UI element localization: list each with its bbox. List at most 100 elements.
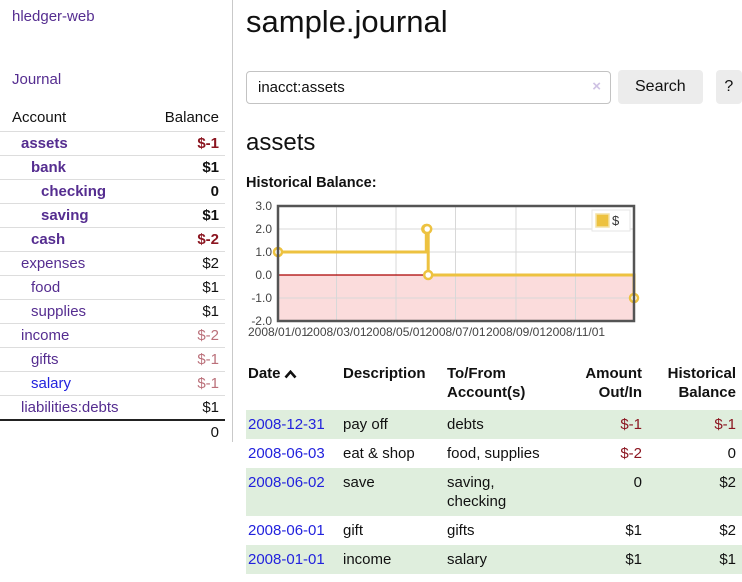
transaction-accounts: debts xyxy=(447,416,484,433)
transaction-amount: $1 xyxy=(625,551,642,568)
transaction-date-link[interactable]: 2008-06-02 xyxy=(248,474,325,491)
transaction-description: gift xyxy=(343,522,364,539)
transaction-description: income xyxy=(343,551,392,568)
search-input[interactable] xyxy=(246,70,611,104)
transaction-date-cell: 2008-06-01 xyxy=(246,516,343,545)
x-axis-label: 2008/01/01 xyxy=(248,325,308,339)
account-link[interactable]: salary xyxy=(31,375,72,392)
transaction-balance: $2 xyxy=(719,522,736,539)
account-row: food $1 xyxy=(0,275,225,300)
account-link[interactable]: bank xyxy=(31,159,67,176)
account-name-cell: salary xyxy=(0,371,140,396)
transaction-amount: $1 xyxy=(625,522,642,539)
register-row: 2008-06-03 eat & shop food, supplies $-2 0 xyxy=(246,439,742,468)
account-link[interactable]: assets xyxy=(21,135,68,152)
account-section-title: assets xyxy=(246,129,316,156)
account-balance: $-1 xyxy=(139,347,225,372)
account-name-cell: liabilities:debts xyxy=(0,395,140,420)
y-axis-label: 2.0 xyxy=(255,222,272,236)
clear-search-icon[interactable]: × xyxy=(592,77,601,95)
y-axis-label: -2.0 xyxy=(251,314,272,328)
x-axis-label: 2008/09/01 xyxy=(486,325,546,339)
transaction-date-cell: 2008-06-02 xyxy=(246,468,343,516)
account-balance: $1 xyxy=(139,395,225,420)
account-link[interactable]: food xyxy=(31,279,61,296)
account-name-cell: checking xyxy=(0,179,140,204)
register-header-date[interactable]: Date xyxy=(246,362,343,410)
register-table: Date Description To/From Account(s) Amou… xyxy=(246,362,742,574)
account-name-cell: gifts xyxy=(0,347,140,372)
main-content: sample.journal × Search ? assets Histori… xyxy=(246,0,742,574)
transaction-date-link[interactable]: 2008-12-31 xyxy=(248,416,325,433)
chart-title: Historical Balance: xyxy=(246,175,377,191)
sidebar: hledger-web Journal Account Balance asse… xyxy=(0,0,233,445)
account-link[interactable]: expenses xyxy=(21,255,86,272)
accounts-total-spacer xyxy=(0,419,140,445)
x-axis-label: 2008/05/01 xyxy=(366,325,426,339)
register-header-description: Description xyxy=(343,365,426,382)
transaction-description: pay off xyxy=(343,416,388,433)
account-name-cell: supplies xyxy=(0,299,140,324)
app-title-link[interactable]: hledger-web xyxy=(12,8,95,25)
y-axis-label: 3.0 xyxy=(255,199,272,213)
search-button[interactable]: Search xyxy=(618,70,703,104)
legend-swatch xyxy=(595,213,610,228)
register-header-accounts: To/From Account(s) xyxy=(447,365,526,401)
x-axis-label: 2008/11/01 xyxy=(546,325,605,339)
transaction-balance: $1 xyxy=(719,551,736,568)
account-link[interactable]: checking xyxy=(41,183,107,200)
transaction-date-link[interactable]: 2008-06-01 xyxy=(248,522,325,539)
account-row: assets $-1 xyxy=(0,131,225,156)
transaction-accounts: gifts xyxy=(447,522,475,539)
page-title: sample.journal xyxy=(246,4,448,39)
account-row: salary $-1 xyxy=(0,371,225,396)
legend-label: $ xyxy=(612,213,620,228)
search-box: × xyxy=(246,70,611,104)
account-link[interactable]: income xyxy=(21,327,70,344)
account-row: income $-2 xyxy=(0,323,225,348)
transaction-amount: $-2 xyxy=(620,445,642,462)
register-header-date-label: Date xyxy=(248,365,281,382)
accounts-header-balance: Balance xyxy=(164,109,219,126)
account-row: gifts $-1 xyxy=(0,347,225,372)
sidebar-item-journal[interactable]: Journal xyxy=(12,71,62,88)
account-row: liabilities:debts $1 xyxy=(0,395,225,420)
account-balance: $1 xyxy=(139,203,225,228)
register-header-balance: Historical Balance xyxy=(667,365,736,401)
account-balance: $-2 xyxy=(139,227,225,252)
x-axis-label: 2008/07/01 xyxy=(425,325,485,339)
transaction-date-cell: 2008-01-01 xyxy=(246,545,343,574)
search-form: × Search ? xyxy=(246,70,742,104)
account-balance: $1 xyxy=(139,275,225,300)
register-header-row: Date Description To/From Account(s) Amou… xyxy=(246,362,742,410)
account-balance: $-2 xyxy=(139,323,225,348)
data-point-marker xyxy=(422,269,434,281)
transaction-amount: $-1 xyxy=(620,416,642,433)
account-row: saving $1 xyxy=(0,203,225,228)
account-link[interactable]: liabilities:debts xyxy=(21,399,119,416)
data-point-marker xyxy=(421,223,433,235)
transaction-amount: 0 xyxy=(633,474,642,491)
account-balance: 0 xyxy=(139,179,225,204)
accounts-table: Account Balance assets $-1 bank $1 checking 0… xyxy=(0,106,225,445)
transaction-date-link[interactable]: 2008-01-01 xyxy=(248,551,325,568)
transaction-accounts: salary xyxy=(447,551,488,568)
transaction-date-cell: 2008-12-31 xyxy=(246,410,343,439)
account-link[interactable]: saving xyxy=(41,207,89,224)
transaction-balance: $2 xyxy=(719,474,736,491)
account-row: bank $1 xyxy=(0,155,225,180)
transaction-date-link[interactable]: 2008-06-03 xyxy=(248,445,325,462)
register-header-amount: Amount Out/In xyxy=(585,365,642,401)
account-link[interactable]: cash xyxy=(31,231,66,248)
accounts-total-value: 0 xyxy=(139,419,225,445)
account-balance: $-1 xyxy=(139,371,225,396)
account-name-cell: bank xyxy=(0,155,140,180)
account-name-cell: assets xyxy=(0,131,140,156)
help-button[interactable]: ? xyxy=(715,70,742,104)
sort-ascending-icon xyxy=(284,369,296,379)
account-link[interactable]: gifts xyxy=(31,351,59,368)
account-row: cash $-2 xyxy=(0,227,225,252)
account-link[interactable]: supplies xyxy=(31,303,87,320)
accounts-header-account: Account xyxy=(12,109,67,126)
